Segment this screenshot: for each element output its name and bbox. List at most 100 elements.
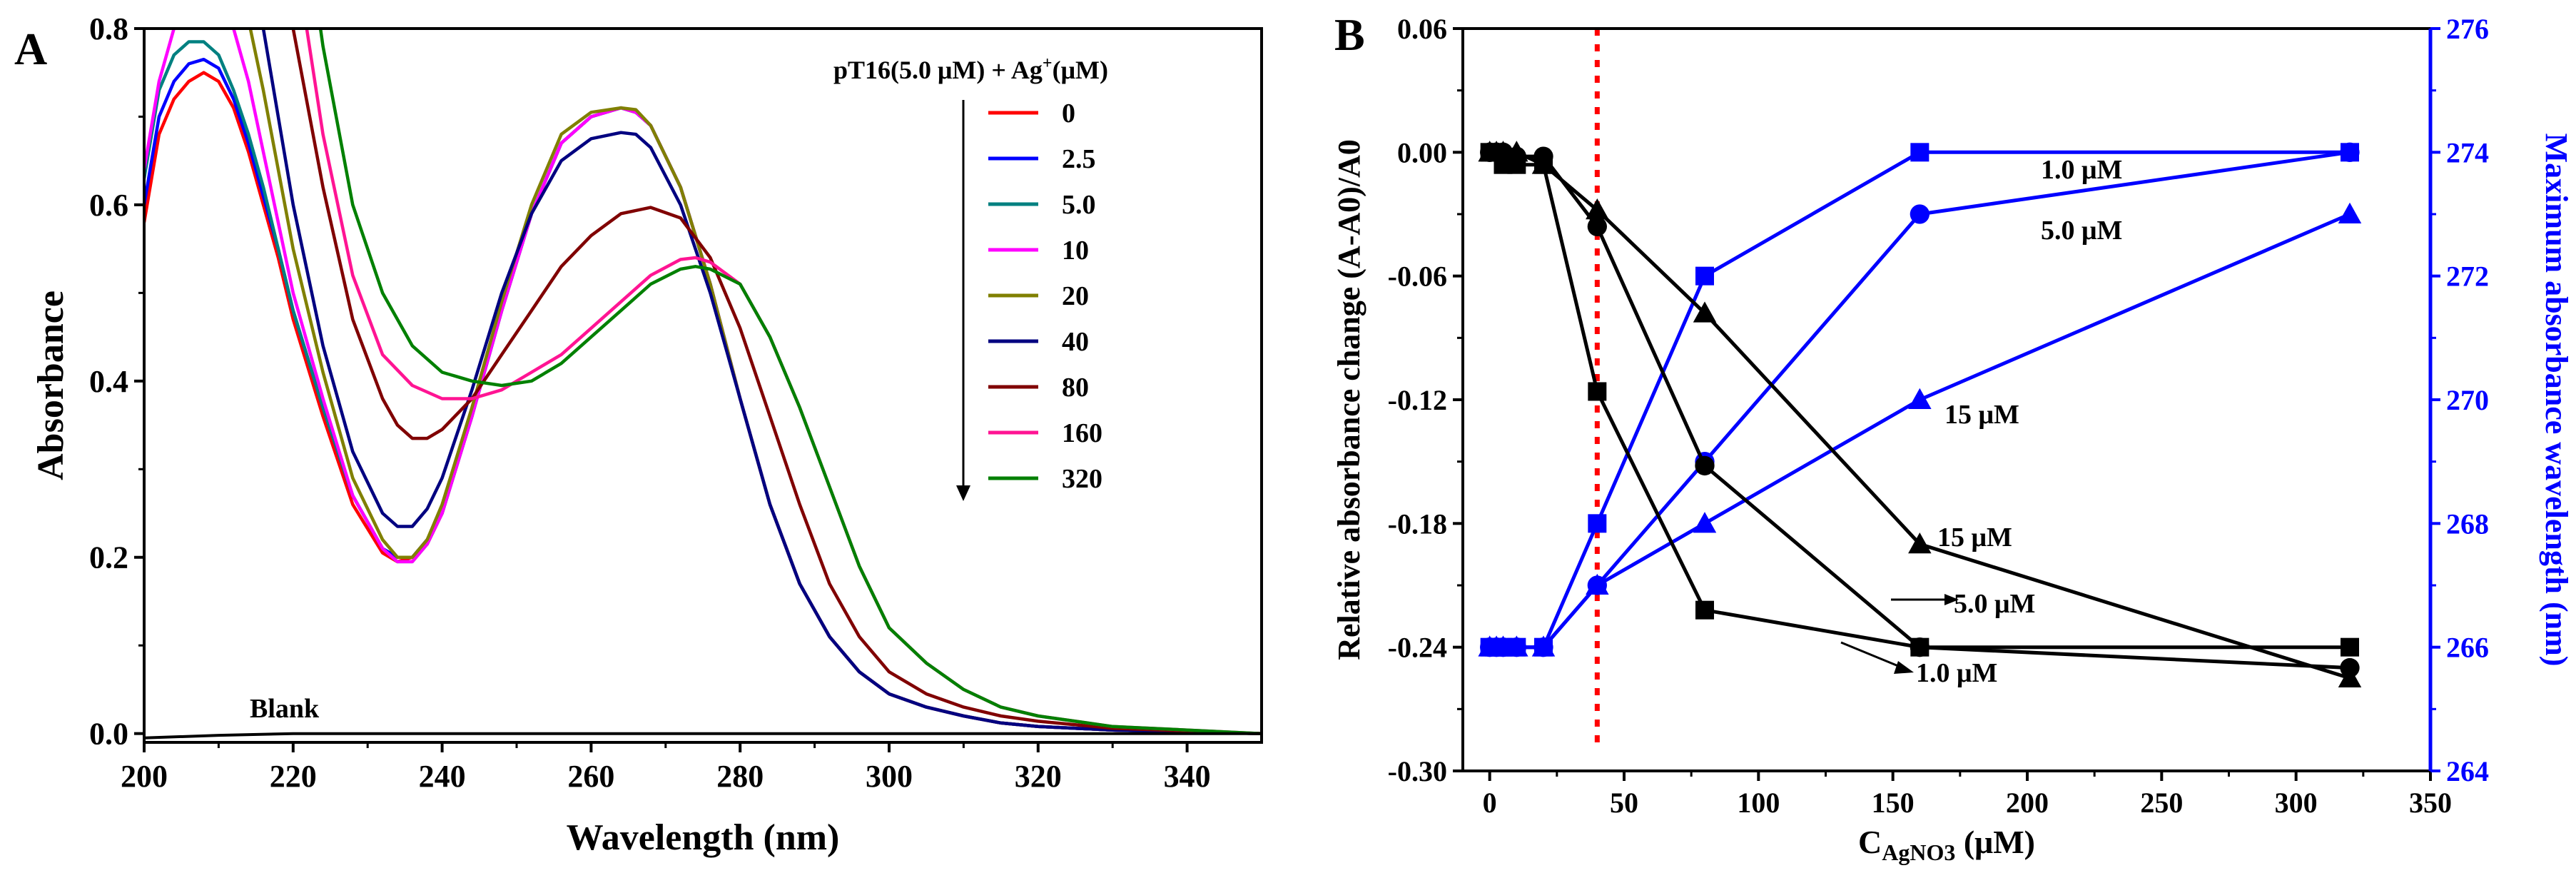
y-tick-label: 0.4 [89,364,128,399]
legend-label-2-5: 2.5 [1062,144,1096,174]
wavelength-point-triangle [1505,635,1528,657]
x-tick-label: 200 [121,759,168,794]
x-tick-label: 100 [1737,787,1780,819]
panel-a: A 200 220 240 260 280 300 320 340 0.0 0.2 0.4 0.6 0… [14,11,1263,858]
right-y-tick-label: 266 [2446,632,2489,664]
x-tick-label: 300 [866,759,913,794]
legend-label-160: 160 [1062,418,1102,448]
panel-b-left-y-axis-title: Relative absorbance change (A-A0)/A0 [1332,139,1366,660]
left-y-tick-label: -0.30 [1388,755,1447,787]
wavelength-point-triangle [1908,388,1932,409]
wavelength-point-square [1588,514,1607,533]
x-tick-label: 220 [270,759,317,794]
legend-label-20: 20 [1062,281,1089,311]
spectrum-line-80 [291,29,1262,735]
spectrum-line-320 [318,29,1262,735]
wavelength-point-triangle [2338,202,2362,223]
right-y-tick-label: 274 [2446,136,2489,168]
relative-change-point-triangle [2338,666,2362,687]
blank-label: Blank [250,694,320,724]
x-tick-label: 340 [1164,759,1211,794]
relative-change-point-triangle [1908,532,1932,554]
wavelength-point-circle [2340,142,2360,162]
panel-a-x-axis-title: Wavelength (nm) [567,817,840,858]
x-tick-label: 0 [1483,787,1497,819]
annotation-arrowhead-5um [1944,594,1959,605]
relative-change-point-square [1588,382,1607,401]
left-y-tick-label: 0.06 [1397,13,1447,45]
panel-a-label: A [14,24,47,74]
annotation-arrowhead-1um [1894,661,1914,674]
legend-label-0: 0 [1062,99,1075,128]
legend-label-40: 40 [1062,327,1089,357]
relative-change-point-square [2341,637,2359,657]
x-tick-label: 280 [716,759,764,794]
right-y-tick-label: 270 [2446,384,2489,416]
panel-a-frame [143,27,1263,744]
relative-change-point-circle [1587,216,1607,236]
x-tick-label: 250 [2140,787,2183,819]
panel-b: B 0 50 100 150 200 250 300 350 -0.30-0.24-0.18-… [1332,9,2574,865]
legend-label-5-0: 5.0 [1062,190,1096,220]
panel-a-y-axis-title: Absorbance [31,291,71,480]
relative-change-point-circle [1695,455,1715,476]
legend-label-320: 320 [1062,464,1102,494]
panel-b-plot [1478,29,2362,742]
left-y-tick-label: -0.06 [1388,261,1447,293]
annotation-black-1um: 1.0 μM [1916,658,1997,688]
right-y-tick-label: 276 [2446,13,2489,45]
left-y-tick-label: -0.24 [1388,632,1447,664]
x-tick-label: 320 [1015,759,1062,794]
annotation-black-5um: 5.0 μM [1954,589,2035,619]
annotation-blue-15um: 15 μM [1944,400,2019,430]
left-y-tick-label: 0.00 [1397,136,1447,168]
panel-a-legend: pT16(5.0 μM) + Ag+(μM) 0 2.5 5.0 10 20 40 80 16… [833,54,1108,501]
relative-change-point-triangle [1531,153,1556,174]
panel-b-x-axis-title: CAgNO3 (μM) [1858,824,2035,865]
x-tick-label: 350 [2409,787,2452,819]
wavelength-point-square [1910,143,1930,162]
left-y-tick-label: -0.18 [1388,508,1447,540]
spectrum-line-40 [261,29,1262,735]
panel-b-label: B [1334,9,1365,60]
x-tick-label: 50 [1610,787,1638,819]
relative-change-point-triangle [1586,198,1609,220]
wavelength-point-square [1695,266,1714,286]
legend-label-80: 80 [1062,373,1089,403]
left-y-tick-label: -0.12 [1388,384,1447,416]
wavelength-point-circle [1910,204,1930,224]
x-tick-label: 200 [2006,787,2049,819]
legend-label-10: 10 [1062,236,1089,266]
y-tick-label: 0.0 [89,717,128,752]
panel-b-right-y-axis-title: Maximum absorbance wavelength (nm) [2539,133,2574,667]
right-y-tick-label: 272 [2446,261,2489,293]
panel-b-left-y-ticks: -0.30 -0.24 -0.18 -0.12 -0.06 0.00 0.06 [1388,13,1463,787]
wavelength-point-triangle [1586,573,1609,595]
wavelength-line-15-m [1489,212,2351,650]
panel-b-x-ticks: 0 50 100 150 200 250 300 350 [1483,771,2452,819]
panel-a-x-ticks: 200 220 240 260 280 300 320 340 [121,742,1211,794]
relative-change-point-triangle [1693,301,1717,323]
right-y-tick-label: 268 [2446,508,2489,540]
relative-change-point-circle [1910,637,1930,657]
annotation-arrow-1um [1840,641,1902,669]
wavelength-point-triangle [1693,512,1717,533]
spectrum-line-blank [144,732,1262,740]
x-tick-label: 150 [1872,787,1915,819]
annotation-blue-1um: 1.0 μM [2041,155,2122,185]
wavelength-point-triangle [1531,635,1556,657]
y-tick-label: 0.6 [89,188,128,223]
relative-change-point-square [1695,600,1714,620]
x-tick-label: 300 [2275,787,2318,819]
x-tick-label: 260 [567,759,614,794]
annotation-blue-5um: 5.0 μM [2041,216,2122,246]
panel-a-curves [144,29,1262,740]
legend-arrow-head [956,485,970,501]
right-y-tick-label: 264 [2446,755,2489,787]
relative-change-point-triangle [1505,141,1528,162]
x-tick-label: 240 [419,759,466,794]
panel-a-y-ticks: 0.0 0.2 0.4 0.6 0.8 [89,11,144,752]
legend-title: pT16(5.0 μM) + Ag+(μM) [833,54,1108,84]
y-tick-label: 0.2 [89,540,128,575]
